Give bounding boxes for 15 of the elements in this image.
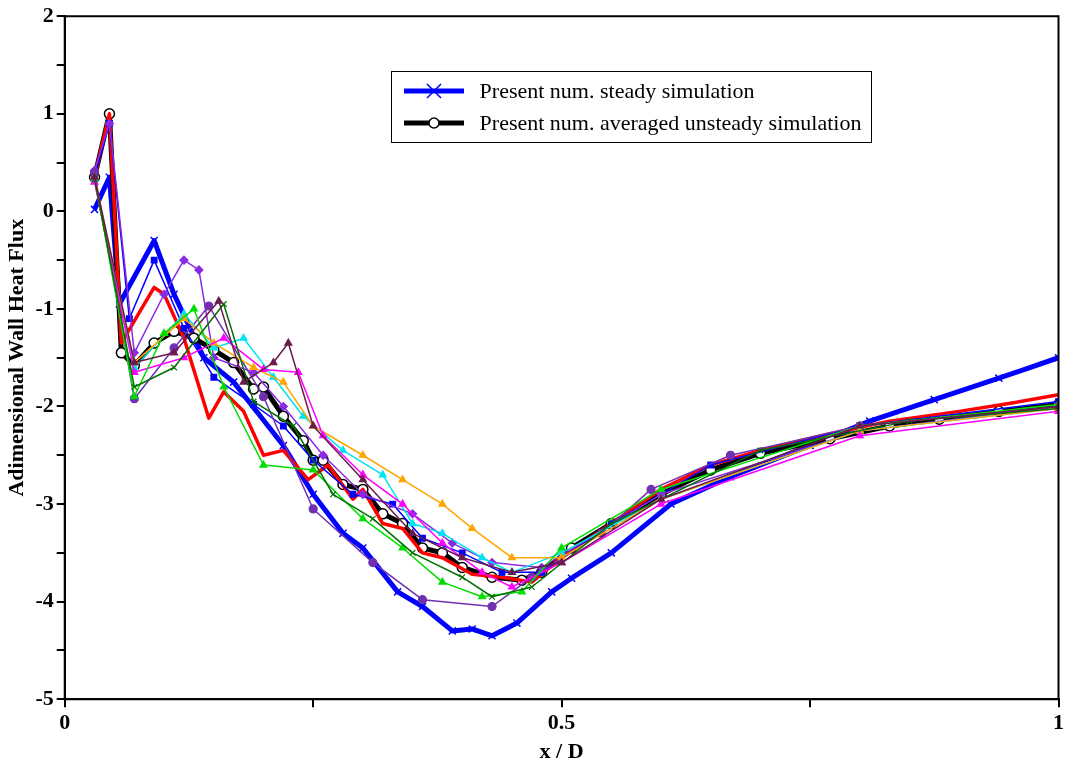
x-tick-label: 0 xyxy=(59,709,71,735)
y-tick-label: -4 xyxy=(35,587,54,613)
y-tick-label: 1 xyxy=(42,99,54,125)
y-tick-label: -1 xyxy=(35,294,54,320)
y-tick-label: 0 xyxy=(42,197,54,223)
y-tick-label: -2 xyxy=(35,392,54,418)
legend-label: Present num. steady simulation xyxy=(479,78,755,105)
y-tick-label: 2 xyxy=(42,1,54,27)
y-tick-label: -3 xyxy=(35,489,54,515)
y-tick-label: -5 xyxy=(35,684,54,710)
y-axis-title: Adimensional Wall Heat Flux xyxy=(2,218,28,497)
x-axis-title: x / D xyxy=(539,738,584,764)
x-tick-label: 1 xyxy=(1053,709,1064,735)
legend-label: Present num. averaged unsteady simulation xyxy=(479,110,862,137)
x-tick-label: 0.5 xyxy=(547,709,576,735)
